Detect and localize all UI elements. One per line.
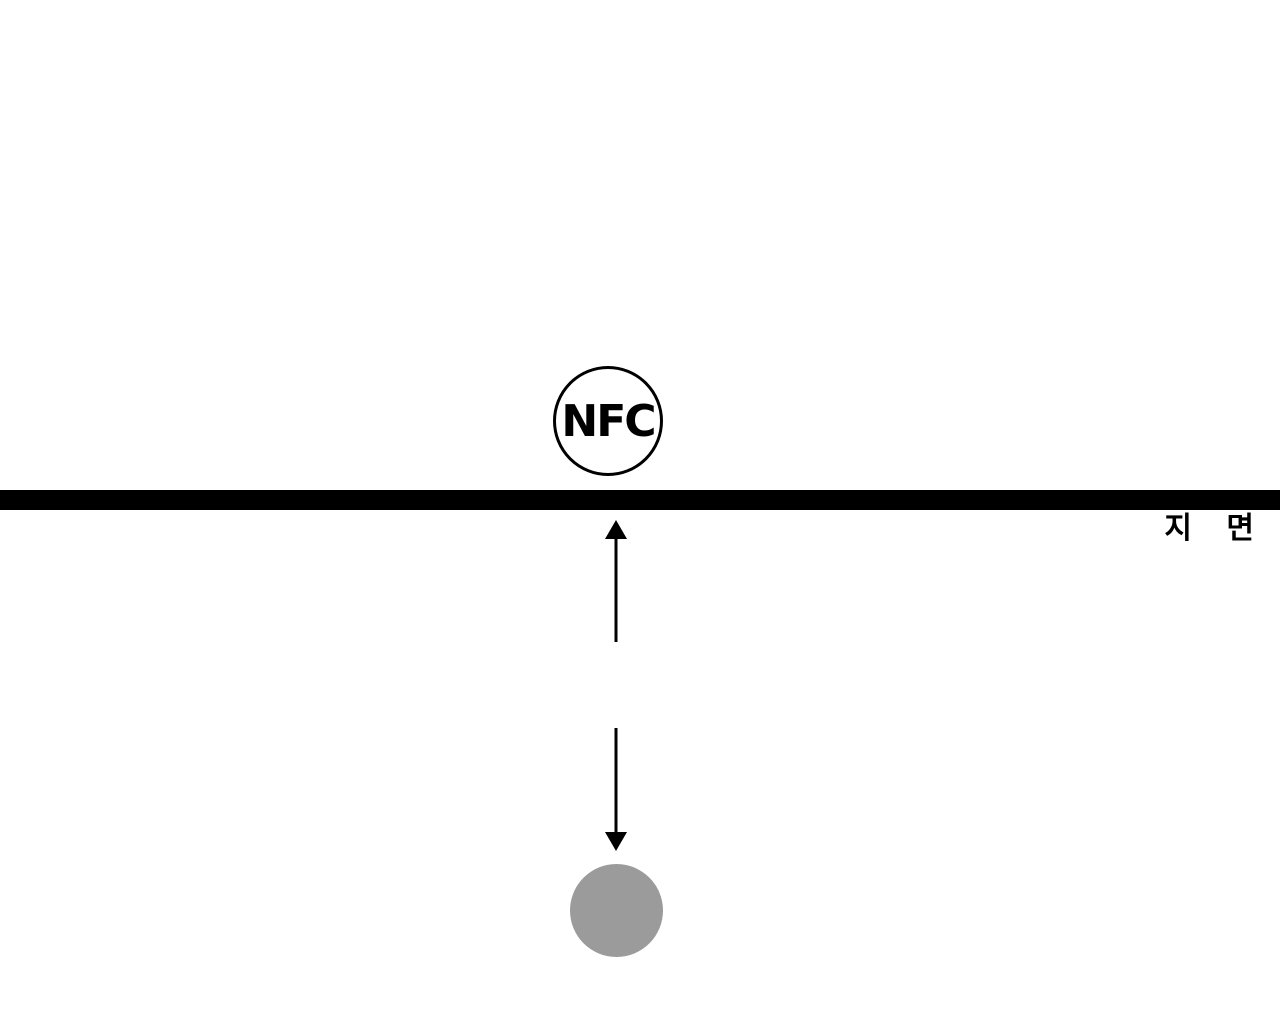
arrow-down-icon bbox=[605, 728, 627, 851]
nfc-label: NFC bbox=[561, 396, 656, 447]
arrow-up-icon bbox=[605, 520, 627, 642]
nfc-badge: NFC bbox=[553, 366, 663, 476]
ground-line bbox=[0, 490, 1280, 510]
circle-icon bbox=[570, 864, 663, 957]
ground-label: 지 면 bbox=[1164, 511, 1266, 546]
